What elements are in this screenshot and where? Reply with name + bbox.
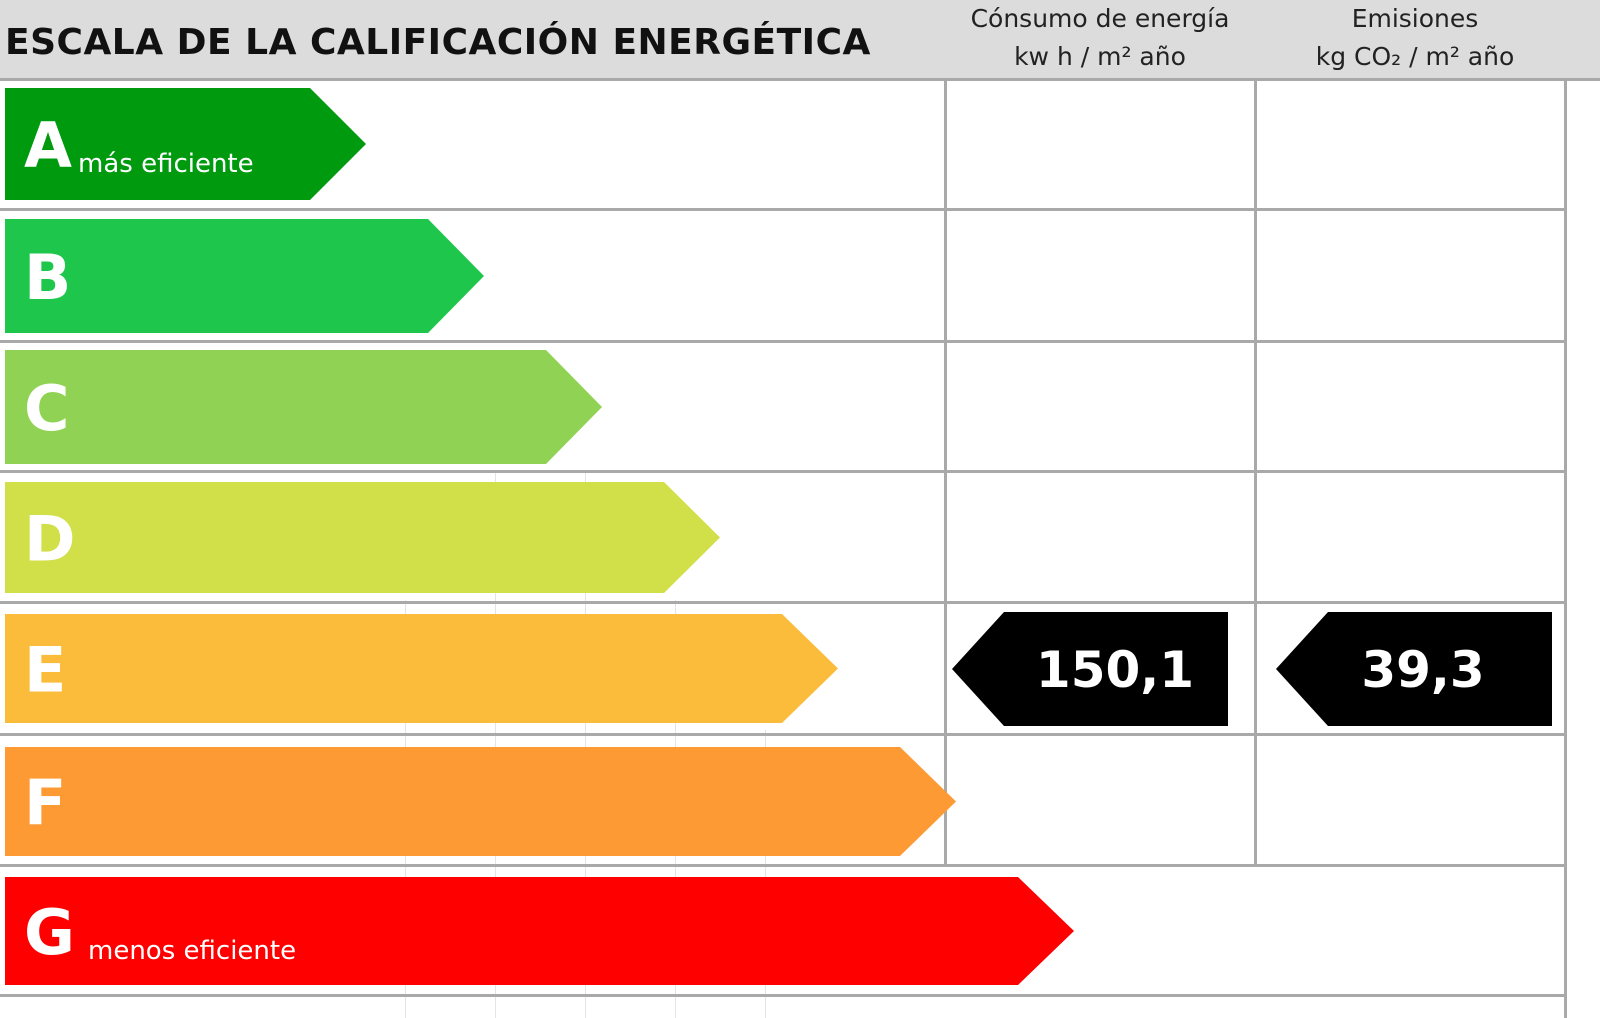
row-divider (0, 78, 1600, 81)
header-band (0, 0, 1600, 80)
rating-arrow-b (5, 219, 484, 333)
label-title: ESCALA DE LA CALIFICACIÓN ENERGÉTICA (5, 22, 871, 63)
emissions-value: 39,3 (1361, 641, 1484, 699)
rating-arrow-e (5, 614, 838, 723)
rating-arrow-f (5, 747, 956, 856)
emissions-value-marker (1276, 612, 1552, 726)
column-divider (1254, 80, 1257, 866)
row-divider (0, 470, 1567, 473)
rating-arrow-d (5, 482, 720, 593)
row-divider (0, 864, 1567, 867)
energy-header-line2: kw h / m² año (1014, 42, 1186, 71)
rating-letter-a: A (24, 109, 72, 182)
energy-value-marker (952, 612, 1228, 726)
gridline (585, 470, 586, 1018)
row-divider (0, 994, 1567, 997)
rating-sublabel-g: menos eficiente (88, 936, 296, 966)
gridline (765, 730, 766, 1018)
rating-letter-b: B (24, 241, 71, 314)
rating-letter-e: E (24, 634, 66, 707)
row-divider (0, 733, 1567, 736)
column-divider (944, 80, 947, 866)
row-divider (0, 340, 1567, 343)
rating-letter-c: C (24, 372, 70, 445)
row-divider (0, 601, 1567, 604)
emissions-column-header: Emisiones kg CO₂ / m² año (1290, 0, 1540, 76)
rating-letter-g: G (24, 896, 75, 969)
energy-column-header: Cónsumo de energía kw h / m² año (966, 0, 1234, 76)
energy-header-line1: Cónsumo de energía (970, 4, 1230, 33)
rating-arrow-a (5, 88, 366, 200)
column-divider (1564, 80, 1567, 1018)
energy-value: 150,1 (1036, 641, 1194, 699)
rating-letter-f: F (24, 767, 66, 840)
emissions-header-line2: kg CO₂ / m² año (1315, 42, 1515, 71)
row-divider (0, 208, 1567, 211)
gridline (495, 470, 496, 1018)
rating-arrow-g (5, 877, 1074, 985)
rating-sublabel-a: más eficiente (78, 149, 254, 179)
rating-arrow-c (5, 350, 602, 464)
rating-letter-d: D (24, 503, 75, 576)
emissions-header-line1: Emisiones (1351, 4, 1479, 33)
